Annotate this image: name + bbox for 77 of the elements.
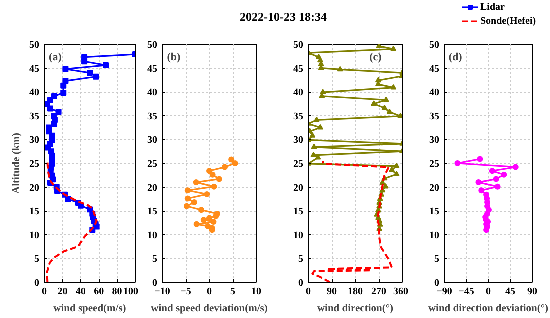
x-tick-label: 60 [94,286,104,298]
y-tick-label: 0 [434,278,440,289]
y-tick-label: 20 [148,182,158,194]
y-axis-title: Altitude (km) [12,132,22,194]
y-tick-label: 10 [148,230,158,242]
y-tick-label: 25 [148,159,158,170]
y-tick-label: 45 [430,64,440,75]
text: 2022-10-23 18:34 [240,9,327,26]
y-tick-label: 0 [34,278,40,289]
x-axis-title: wind direction(°) [317,304,394,314]
y-tick-label: 35 [294,111,304,122]
y-tick-label: 5 [34,254,40,266]
x-tick-label: 270 [372,286,386,298]
y-tick-label: 30 [430,135,440,146]
y-tick-label: 35 [148,111,158,122]
y-tick-label: 35 [30,111,40,122]
y-tick-label: 10 [294,230,304,242]
x-axis-title: wind speed(m/s) [54,304,127,314]
y-tick-label: 0 [152,278,158,289]
y-tick-label: 40 [294,88,304,99]
y-tick-label: 30 [294,135,304,146]
legend-label: Lidar [480,2,506,13]
y-tick-label: 35 [430,111,440,122]
annotation: (c) [370,52,382,64]
x-tick-label: 90 [528,286,538,298]
y-tick-label: 45 [30,64,40,75]
y-tick-label: 5 [152,254,158,266]
y-tick-label: 25 [430,159,440,170]
y-tick-label: 10 [30,230,40,242]
x-tick-label: 0 [306,286,311,298]
annotation: (a) [49,52,62,64]
annotation: (b) [167,52,181,64]
x-tick-label: 40 [76,286,86,298]
y-tick-label: 25 [30,159,40,170]
x-tick-label: 0 [207,286,212,298]
y-tick-label: 5 [434,254,440,266]
y-tick-label: 20 [30,182,40,194]
y-tick-label: 50 [294,40,304,51]
x-tick-label: −5 [180,286,192,298]
y-tick-label: 50 [30,40,40,51]
x-tick-label: 0 [42,286,47,298]
x-tick-label: 0 [486,286,491,298]
x-tick-label: −90 [436,286,452,298]
x-tick-label: 20 [58,286,68,298]
y-tick-label: 0 [298,278,304,289]
y-tick-label: 15 [148,206,158,218]
y-tick-label: 10 [430,230,440,242]
x-tick-label: −10 [154,286,170,298]
annotation: (d) [448,52,463,64]
y-tick-label: 50 [430,40,440,51]
y-tick-label: 20 [294,182,304,194]
y-tick-label: 15 [30,206,40,218]
x-tick-label: 45 [506,286,516,298]
y-tick-label: 5 [298,254,304,266]
y-tick-label: 30 [30,135,40,146]
y-tick-label: 15 [430,206,440,218]
y-tick-label: 45 [294,64,304,75]
x-tick-label: −45 [458,286,474,298]
x-tick-label: 90 [327,286,337,298]
x-axis-title: wind direction deviation(°) [428,304,550,314]
x-tick-label: 360 [394,286,408,298]
x-axis-title: wind speed deviation(m/s) [151,304,268,314]
y-tick-label: 40 [30,88,40,99]
y-tick-label: 15 [294,206,304,218]
y-tick-label: 20 [430,182,440,194]
x-tick-label: 100 [124,286,138,298]
x-tick-label: 10 [252,286,262,298]
x-tick-label: 80 [112,286,122,298]
y-tick-label: 40 [148,88,158,99]
y-tick-label: 50 [148,40,158,51]
x-tick-label: 5 [230,286,236,298]
y-tick-label: 25 [294,159,304,170]
x-tick-label: 180 [348,286,363,298]
y-tick-label: 40 [430,88,440,99]
y-tick-label: 45 [148,64,158,75]
legend-label: Sonde(Hefei) [480,16,536,27]
y-tick-label: 30 [148,135,158,146]
